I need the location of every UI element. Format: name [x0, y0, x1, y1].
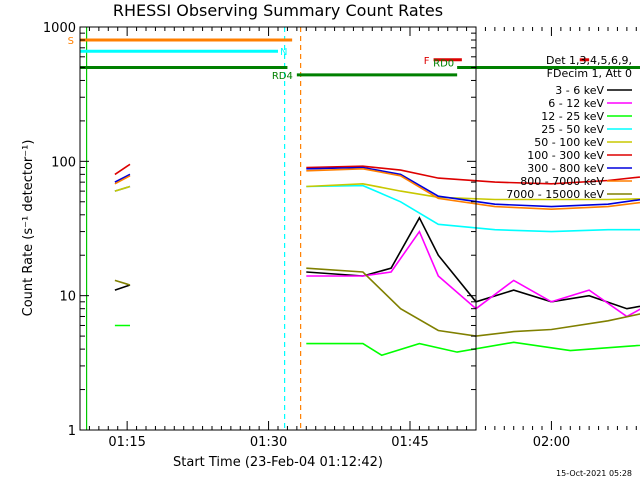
- x-tick-label-2: 01:45: [391, 435, 428, 450]
- x-axis-label: Start Time (23-Feb-04 01:12:42): [173, 455, 383, 470]
- legend-label-800-7000-kev: 800 - 7000 keV: [520, 175, 604, 188]
- x-tick-label-1: 01:30: [250, 435, 287, 450]
- y-axis-label: Count Rate (s⁻¹ detector⁻¹): [21, 140, 36, 317]
- legend: Det 1,3,4,5,6,9,FDecim 1, Att 0 3 - 6 keV…: [506, 54, 632, 201]
- plot-frame: [79, 26, 477, 431]
- legend-header-1: FDecim 1, Att 0: [547, 67, 632, 80]
- x-tick-label-3: 02:00: [533, 435, 570, 450]
- footer-date: 15-Oct-2021 05:28: [556, 469, 632, 478]
- legend-label-25-50-kev: 25 - 50 keV: [541, 123, 604, 136]
- state-label-rd4: RD4: [272, 71, 293, 82]
- legend-label-100-300-kev: 100 - 300 keV: [527, 149, 604, 162]
- series-line-3-6-kev: [114, 216, 640, 310]
- legend-label-12-25-kev: 12 - 25 keV: [541, 110, 604, 123]
- state-bars-layer: S N F RD0 RD4: [68, 36, 640, 82]
- legend-label-6-12-kev: 6 - 12 keV: [548, 97, 604, 110]
- legend-header-0: Det 1,3,4,5,6,9,: [546, 54, 632, 67]
- series-layer: [114, 163, 640, 357]
- legend-label-300-800-kev: 300 - 800 keV: [527, 162, 604, 175]
- legend-label-3-6-kev: 3 - 6 keV: [555, 84, 604, 97]
- y-tick-label-3: 1000: [43, 21, 76, 36]
- legend-label-50-100-kev: 50 - 100 keV: [534, 136, 604, 149]
- y-tick-label-2: 100: [51, 155, 76, 170]
- state-label-n: N: [280, 47, 287, 58]
- series-line-12-25-kev: [114, 324, 640, 357]
- state-label-f: F: [424, 56, 430, 67]
- series-line-300-800-kev: [114, 166, 640, 208]
- y-tick-label-0: 1: [68, 424, 76, 439]
- series-line-50-100-kev: [114, 182, 640, 201]
- markers-layer: [85, 27, 302, 430]
- series-line-6-12-kev: [114, 185, 640, 318]
- series-line-7000-15000-kev: [114, 267, 640, 337]
- series-line-800-7000-kev: [114, 167, 640, 211]
- series-line-100-300-kev: [114, 163, 640, 185]
- state-label-s: S: [68, 36, 74, 47]
- x-tick-label-0: 01:15: [108, 435, 145, 450]
- legend-label-7000-15000-kev: 7000 - 15000 keV: [506, 188, 604, 201]
- axes-layer: 110100100001:1501:3001:4502:0002:1502:30…: [43, 21, 637, 450]
- state-label-rd0: RD0: [433, 58, 454, 69]
- chart-title: RHESSI Observing Summary Count Rates: [113, 1, 443, 20]
- y-tick-label-1: 10: [59, 290, 76, 305]
